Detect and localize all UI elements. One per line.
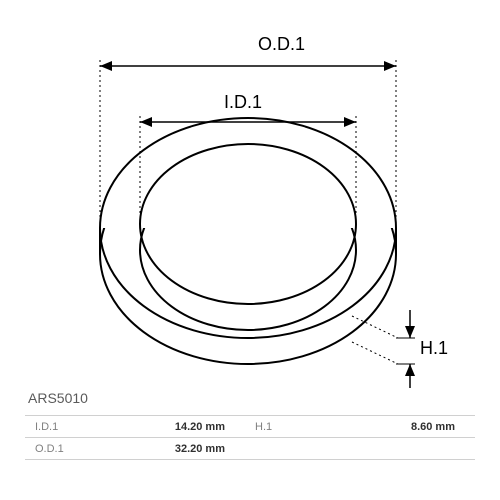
spec-label: [245, 438, 305, 460]
spec-value: 8.60 mm: [305, 416, 475, 438]
h1-label: H.1: [420, 338, 448, 359]
id1-label: I.D.1: [224, 92, 262, 113]
part-number: ARS5010: [28, 390, 88, 406]
spec-label: I.D.1: [25, 416, 95, 438]
table-row: O.D.1 32.20 mm: [25, 438, 475, 460]
spec-value: [305, 438, 475, 460]
table-row: I.D.1 14.20 mm H.1 8.60 mm: [25, 416, 475, 438]
spec-value: 32.20 mm: [95, 438, 245, 460]
spec-label: O.D.1: [25, 438, 95, 460]
spec-label: H.1: [245, 416, 305, 438]
spec-table: I.D.1 14.20 mm H.1 8.60 mm O.D.1 32.20 m…: [25, 415, 475, 460]
spec-value: 14.20 mm: [95, 416, 245, 438]
od1-label: O.D.1: [258, 34, 305, 55]
